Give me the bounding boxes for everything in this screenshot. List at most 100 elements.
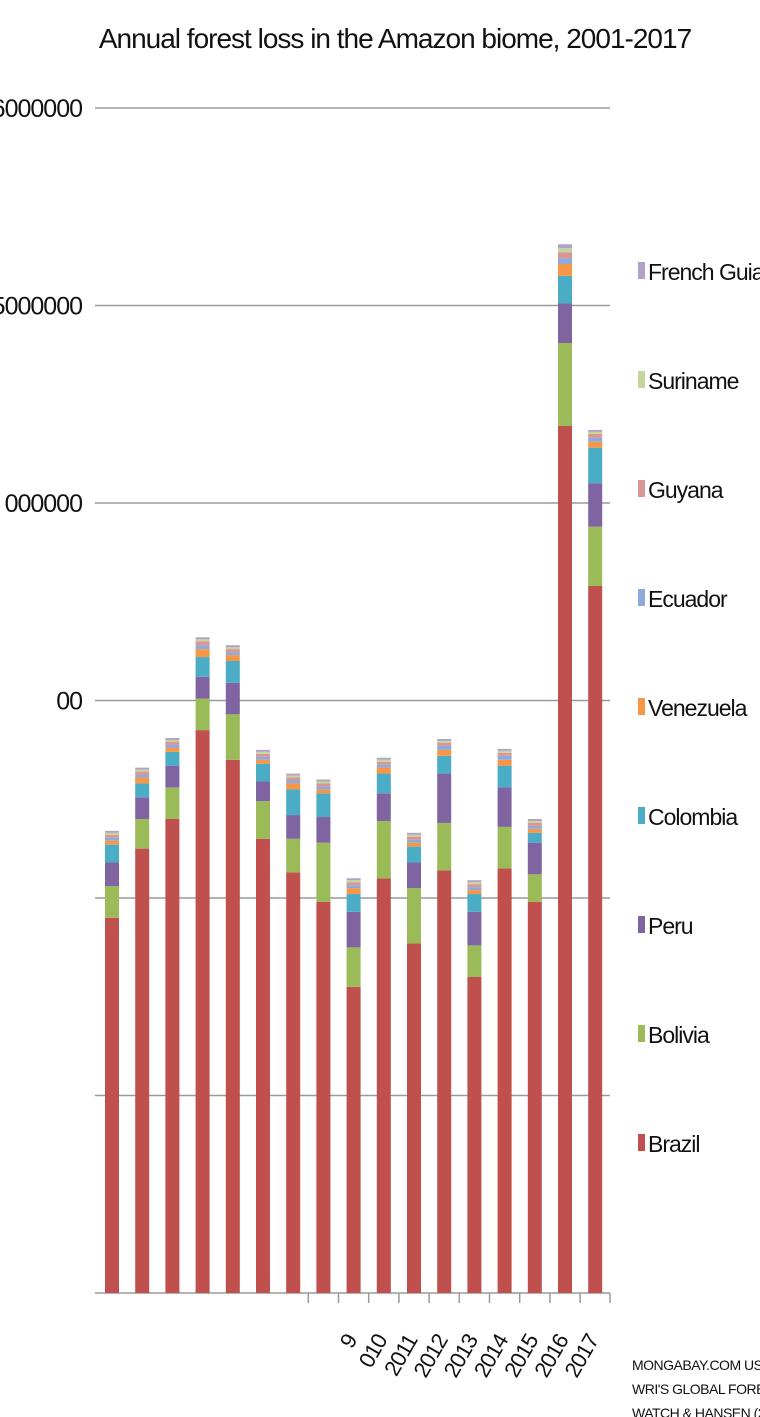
- legend-swatch: [638, 262, 645, 279]
- bar-segment-bolivia: [376, 820, 391, 879]
- bar-segment-french-guiana: [225, 645, 240, 648]
- bar-segment-colombia: [256, 763, 270, 782]
- bar-segment-peru: [467, 911, 482, 946]
- bar-2007: [286, 773, 301, 1293]
- bar-segment-french-guiana: [376, 757, 391, 760]
- bar-segment-brazil: [165, 819, 180, 1293]
- x-tick-label: 9: [335, 1329, 363, 1352]
- bar-segment-bolivia: [195, 698, 210, 731]
- bar-segment-bolivia: [316, 842, 331, 902]
- bar-segment-venezuela: [558, 264, 572, 276]
- bar-segment-guyana: [286, 777, 301, 781]
- legend-item-brazil: Brazil: [638, 1131, 701, 1157]
- bar-segment-guyana: [195, 641, 210, 646]
- bar-segment-brazil: [558, 425, 572, 1294]
- bar-segment-guyana: [105, 834, 119, 838]
- bar-2016: [558, 244, 572, 1294]
- bar-segment-guyana: [256, 753, 270, 757]
- source-line-1: MONGABAY.COM USING: [632, 1357, 760, 1373]
- bar-segment-peru: [407, 862, 421, 889]
- legend-label: Colombia: [648, 804, 738, 830]
- bar-segment-bolivia: [135, 819, 150, 849]
- bar-segment-ecuador: [558, 258, 572, 265]
- bar-segment-guyana: [467, 884, 482, 888]
- bar-segment-peru: [376, 793, 391, 821]
- bar-segment-ecuador: [195, 645, 210, 650]
- bar-segment-brazil: [376, 878, 391, 1293]
- bar-segment-bolivia: [558, 343, 572, 426]
- legend-label: Ecuador: [648, 586, 728, 612]
- plot-area: [95, 107, 610, 1294]
- legend-label: Venezuela: [648, 695, 748, 721]
- bar-segment-colombia: [497, 765, 512, 788]
- bar-segment-colombia: [105, 844, 119, 863]
- bar-segment-colombia: [316, 793, 331, 818]
- bar-segment-french-guiana: [437, 739, 452, 741]
- bar-segment-brazil: [286, 872, 301, 1293]
- bar-2006: [256, 749, 270, 1293]
- bar-segment-venezuela: [165, 747, 180, 752]
- bar-2014: [497, 748, 512, 1293]
- bars: [105, 244, 603, 1294]
- bar-segment-peru: [135, 797, 150, 819]
- bar-segment-suriname: [558, 248, 572, 253]
- bar-segment-french-guiana: [527, 819, 542, 821]
- source-line-3: WATCH & HANSEN (2018): [632, 1405, 760, 1417]
- bar-segment-ecuador: [165, 744, 180, 748]
- bar-segment-brazil: [437, 870, 452, 1293]
- bar-segment-venezuela: [316, 789, 331, 794]
- bar-segment-french-guiana: [105, 830, 119, 833]
- bar-segment-suriname: [497, 750, 512, 753]
- bar-segment-guyana: [497, 752, 512, 756]
- bar-segment-brazil: [407, 943, 421, 1293]
- bar-2008: [316, 779, 331, 1293]
- bar-segment-bolivia: [527, 874, 542, 902]
- bar-segment-peru: [527, 842, 542, 875]
- bar-segment-peru: [316, 817, 331, 843]
- bar-segment-venezuela: [286, 783, 301, 790]
- bar-segment-peru: [165, 765, 180, 788]
- y-tick-label: 5000000: [0, 293, 82, 321]
- bar-2010: [376, 757, 391, 1293]
- legend-item-guyana: Guyana: [638, 477, 725, 503]
- bar-segment-guyana: [316, 783, 331, 787]
- legend-item-french-guiana: French Guiana: [638, 259, 760, 285]
- bar-segment-venezuela: [588, 441, 603, 448]
- bar-segment-peru: [346, 911, 361, 948]
- bar-segment-peru: [588, 483, 603, 527]
- legend-swatch: [638, 589, 645, 606]
- bar-segment-brazil: [195, 730, 210, 1293]
- bar-2013: [467, 880, 482, 1293]
- legend-swatch: [638, 1134, 645, 1151]
- bar-segment-suriname: [527, 820, 542, 823]
- bar-segment-venezuela: [527, 828, 542, 833]
- bar-segment-ecuador: [527, 825, 542, 829]
- bar-segment-venezuela: [437, 749, 452, 756]
- y-tick-label: 6000000: [0, 95, 82, 123]
- bar-segment-venezuela: [497, 759, 512, 766]
- bar-segment-french-guiana: [195, 637, 210, 640]
- legend-swatch: [638, 1025, 645, 1042]
- legend-label: Bolivia: [648, 1022, 710, 1048]
- bar-segment-suriname: [346, 880, 361, 883]
- bar-2002: [135, 767, 150, 1293]
- bar-segment-suriname: [286, 775, 301, 778]
- bar-segment-brazil: [346, 986, 361, 1293]
- legend-swatch: [638, 916, 645, 933]
- bar-segment-colombia: [225, 661, 240, 683]
- bar-segment-french-guiana: [346, 878, 361, 881]
- legend-item-bolivia: Bolivia: [638, 1022, 711, 1048]
- bar-segment-french-guiana: [135, 767, 150, 770]
- bar-segment-suriname: [135, 769, 150, 772]
- legend-item-colombia: Colombia: [638, 804, 739, 830]
- bar-segment-peru: [437, 773, 452, 823]
- bar-segment-brazil: [105, 917, 119, 1293]
- source-note: MONGABAY.COM USING WRI'S GLOBAL FOREST W…: [632, 1357, 760, 1417]
- bar-segment-peru: [195, 676, 210, 699]
- bar-segment-bolivia: [346, 947, 361, 987]
- bar-segment-peru: [286, 815, 301, 839]
- bar-segment-ecuador: [588, 437, 603, 442]
- bar-segment-colombia: [286, 789, 301, 816]
